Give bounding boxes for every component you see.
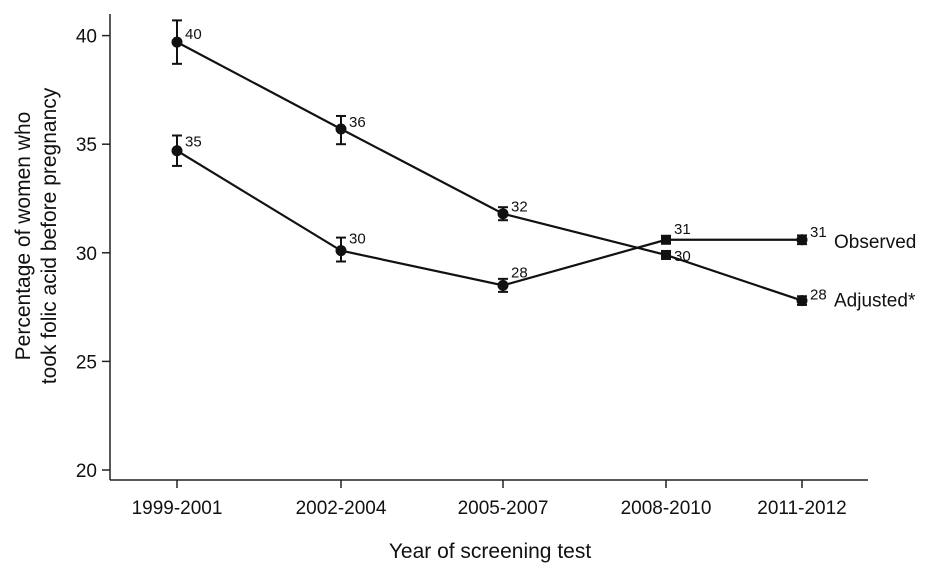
data-label: 31 <box>674 221 691 238</box>
y-axis-title-line2: took folic acid before pregnancy <box>38 87 61 384</box>
series-layer: 40 36 32 30 28 Adjusted* 35 30 28 31 31 Observed <box>171 19 916 312</box>
data-point <box>497 279 509 291</box>
axes: 20 25 30 35 40 1999-2001 2002-2004 2005-2007 200… <box>76 14 868 519</box>
series-line <box>176 149 802 287</box>
series-observed: 35 30 28 31 31 Observed <box>171 134 916 293</box>
x-tick-label: 2002-2004 <box>296 498 387 519</box>
data-label: 32 <box>511 199 528 216</box>
y-tick-label: 20 <box>76 461 97 482</box>
data-point <box>335 245 347 257</box>
data-point <box>497 208 509 220</box>
data-point <box>661 234 671 245</box>
y-tick-label: 40 <box>76 27 97 48</box>
data-label: 36 <box>349 114 366 131</box>
data-label: 40 <box>185 26 202 43</box>
x-axis-title: Year of screening test <box>389 540 592 563</box>
x-tick-label: 2005-2007 <box>458 498 549 519</box>
series-name-label: Observed <box>834 232 916 253</box>
data-point <box>796 295 808 307</box>
data-label: 28 <box>810 287 827 304</box>
data-label: 28 <box>511 264 528 281</box>
y-axis-title-line1: Percentage of women who <box>12 112 35 361</box>
series-line <box>176 41 803 302</box>
x-tick-label: 2011-2012 <box>757 498 846 519</box>
data-label: 30 <box>674 248 691 265</box>
x-tick-label: 2008-2010 <box>621 498 712 519</box>
data-label: 30 <box>349 231 366 248</box>
data-label: 35 <box>185 134 202 151</box>
y-tick-label: 30 <box>76 244 97 265</box>
data-point <box>171 145 183 157</box>
data-point <box>335 123 347 135</box>
data-point <box>171 36 183 48</box>
y-tick-label: 35 <box>76 135 97 156</box>
series-adjusted: 40 36 32 30 28 Adjusted* <box>171 19 916 312</box>
series-name-label: Adjusted* <box>834 291 916 312</box>
y-tick-label: 25 <box>76 352 97 373</box>
data-label: 31 <box>810 224 827 241</box>
x-tick-label: 1999-2001 <box>132 498 223 519</box>
data-point <box>796 234 808 246</box>
data-point <box>661 249 671 260</box>
